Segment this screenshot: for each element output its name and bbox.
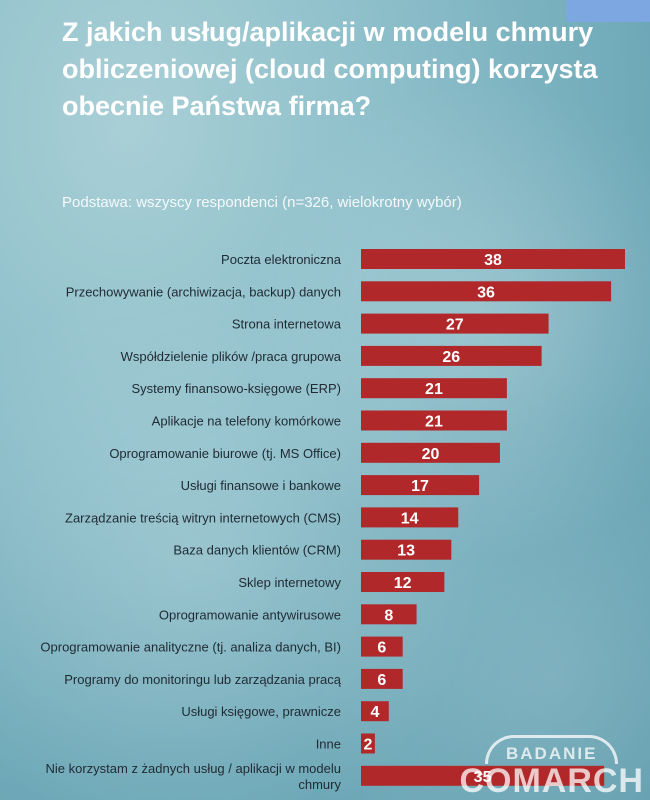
bar [361,249,625,269]
category-label: Oprogramowanie biurowe (tj. MS Office) [109,446,341,461]
logo-line2: COMARCH [459,762,644,800]
bar-value-label: 8 [384,607,393,624]
bar-value-label: 21 [425,414,443,431]
bar [361,636,403,657]
bar-value-label: 14 [401,510,419,527]
category-label: Zarządzanie treścią witryn internetowych… [65,510,341,525]
category-label: Oprogramowanie analityczne (tj. analiza … [40,640,341,655]
category-label: Sklep internetowy [238,575,341,590]
bar [361,733,375,754]
category-label: Nie korzystam z żadnych usług / aplikacj… [45,761,341,792]
category-label: Przechowywanie (archiwizacja, backup) da… [66,284,341,299]
category-label: Oprogramowanie antywirusowe [159,607,341,622]
bar [361,313,549,334]
bar [361,345,542,366]
bar [361,604,417,625]
category-label: Współdzielenie plików /praca grupowa [121,349,342,364]
category-label: Baza danych klientów (CRM) [173,543,341,558]
bar-value-label: 38 [484,252,502,269]
category-label: Inne [316,737,341,752]
category-label: Usługi księgowe, prawnicze [181,704,341,719]
category-label: Usługi finansowe i bankowe [181,478,341,493]
bar [361,701,389,722]
bar-value-label: 36 [477,284,495,301]
bar [361,539,452,560]
bar [361,410,507,431]
bar-value-label: 17 [411,478,429,495]
bar-value-label: 21 [425,381,443,398]
bar [361,765,605,786]
bar-value-label: 12 [394,575,412,592]
chart-title: Z jakich usług/aplikacji w modelu chmury… [62,17,598,121]
bar-value-label: 35 [474,769,492,786]
category-label: Systemy finansowo-księgowe (ERP) [131,381,341,396]
bar [361,281,612,302]
chart-subtitle: Podstawa: wszyscy respondenci (n=326, wi… [62,194,462,211]
bar-value-label: 26 [442,349,460,366]
bar-value-label: 13 [397,543,415,560]
bar [361,378,507,399]
corner-decoration [566,0,650,22]
bar-value-label: 20 [422,446,440,463]
category-label: Strona internetowa [232,317,342,332]
bar-value-label: 2 [363,737,372,754]
category-label: Aplikacje na telefony komórkowe [152,414,341,429]
category-label: Programy do monitoringu lub zarządzania … [64,672,342,687]
logo-line1: BADANIE [485,735,619,764]
bar-value-label: 4 [370,704,379,721]
bar [361,442,500,463]
bar-value-label: 6 [377,640,386,657]
category-label: Poczta elektroniczna [221,252,342,267]
bar [361,475,480,496]
badanie-comarch-logo: BADANIE COMARCH [459,735,644,798]
bar [361,572,445,592]
bar-value-label: 6 [377,672,386,689]
bar-value-label: 27 [446,317,464,334]
bar [361,668,403,689]
bar [361,507,459,528]
